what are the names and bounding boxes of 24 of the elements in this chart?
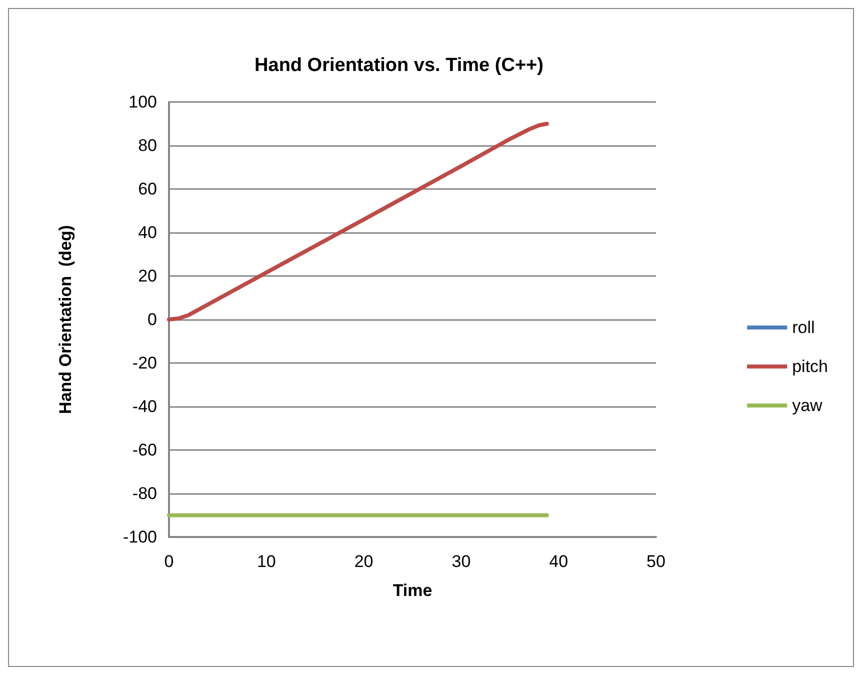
x-tick-label: 50 <box>646 552 666 571</box>
x-tick-label: 0 <box>164 552 174 571</box>
y-axis-title: Hand Orientation (deg) <box>56 225 75 414</box>
y-tick-label: -20 <box>132 354 157 372</box>
legend-label: roll <box>792 318 815 337</box>
legend-label: yaw <box>792 396 824 415</box>
y-tick-label: -100 <box>122 528 157 546</box>
line-series <box>167 122 549 322</box>
y-tick-label: 0 <box>148 310 157 329</box>
y-tick-label: 80 <box>138 136 157 155</box>
y-tick-label: -60 <box>132 440 157 460</box>
x-tick-label: 40 <box>549 552 568 571</box>
x-tick-label: 30 <box>452 552 471 571</box>
y-tick-label: 100 <box>128 92 157 112</box>
legend-label: pitch <box>792 357 828 376</box>
chart-title: Hand Orientation vs. Time (C++) <box>254 55 544 76</box>
x-tick-label: 10 <box>256 552 276 571</box>
y-tick-label: -40 <box>132 397 157 416</box>
y-tick-label: 40 <box>138 223 157 242</box>
y-tick-label: 20 <box>138 266 157 286</box>
x-axis-title: Time <box>392 581 432 600</box>
x-tick-label: 20 <box>354 552 374 571</box>
y-tick-label: 60 <box>138 180 157 198</box>
y-tick-label: -80 <box>132 484 157 503</box>
